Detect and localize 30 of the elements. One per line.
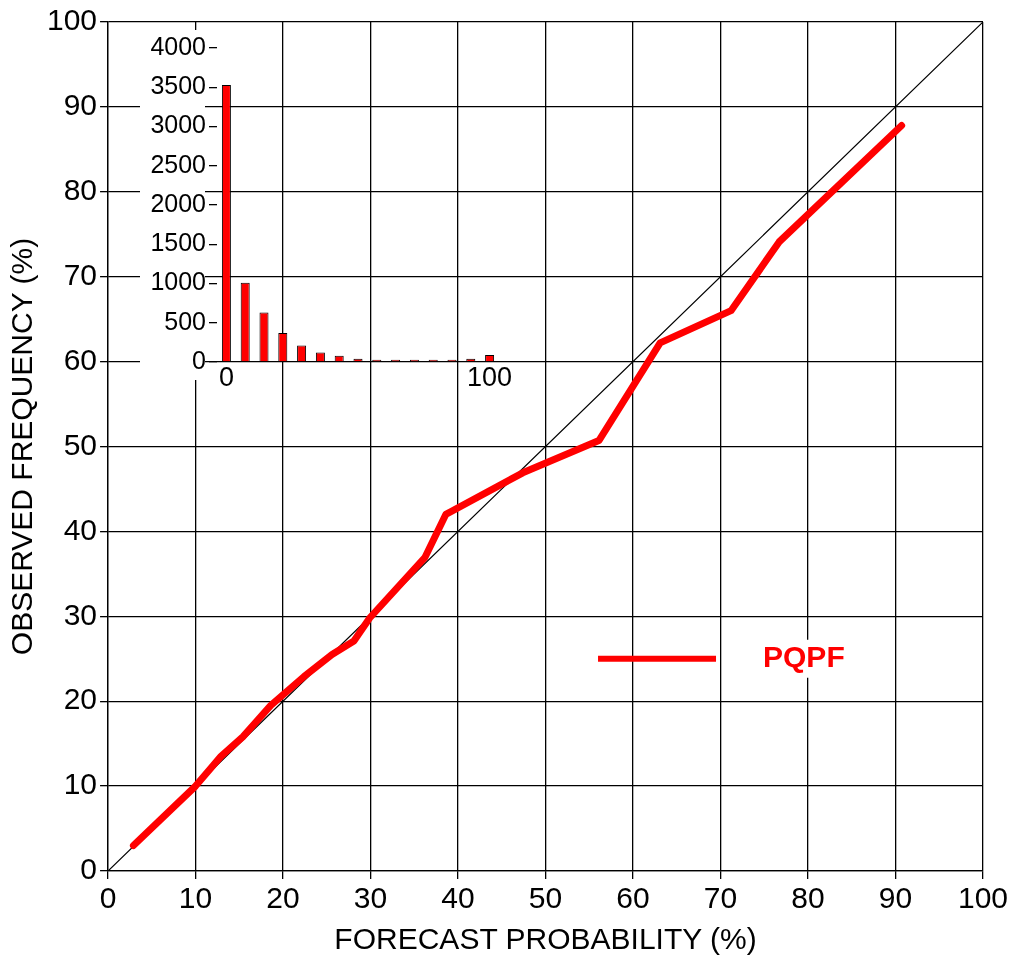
- y-tick-label: 20: [63, 682, 98, 716]
- x-axis-title: FORECAST PROBABILITY (%): [334, 922, 757, 956]
- x-tick-label: 30: [353, 881, 388, 915]
- y-tick-label: 100: [46, 3, 98, 37]
- y-tick-label: 2000: [150, 188, 206, 217]
- y-tick-label: 3500: [150, 71, 206, 100]
- legend-label: PQPF: [763, 640, 845, 674]
- y-tick-label: 500: [164, 306, 206, 335]
- y-tick-label: 70: [63, 257, 98, 291]
- x-tick-label: 80: [791, 881, 825, 915]
- y-tick-label: 50: [63, 427, 98, 461]
- y-tick-label: 0: [80, 852, 98, 886]
- y-axis-title: OBSERVED FREQUENCY (%): [5, 237, 39, 656]
- y-tick-label: 2500: [150, 149, 206, 178]
- y-tick-label: 10: [63, 767, 98, 801]
- x-tick-label: 40: [441, 881, 475, 915]
- x-tick-label: 50: [528, 881, 563, 915]
- y-tick-label: 90: [63, 88, 98, 122]
- x-tick-label: 60: [616, 881, 650, 915]
- x-tick-label: 90: [878, 881, 913, 915]
- y-tick-label: 30: [63, 597, 98, 631]
- y-tick-label: 80: [63, 173, 98, 207]
- x-tick-label: 100: [957, 881, 1009, 915]
- y-tick-label: 3000: [150, 110, 206, 139]
- y-tick-label: 40: [63, 512, 98, 546]
- y-tick-label: 1500: [150, 228, 206, 257]
- y-tick-label: 4000: [150, 31, 206, 60]
- y-tick-label: 1000: [150, 267, 206, 296]
- x-tick-label: 70: [703, 881, 738, 915]
- x-tick-label: 20: [266, 881, 300, 915]
